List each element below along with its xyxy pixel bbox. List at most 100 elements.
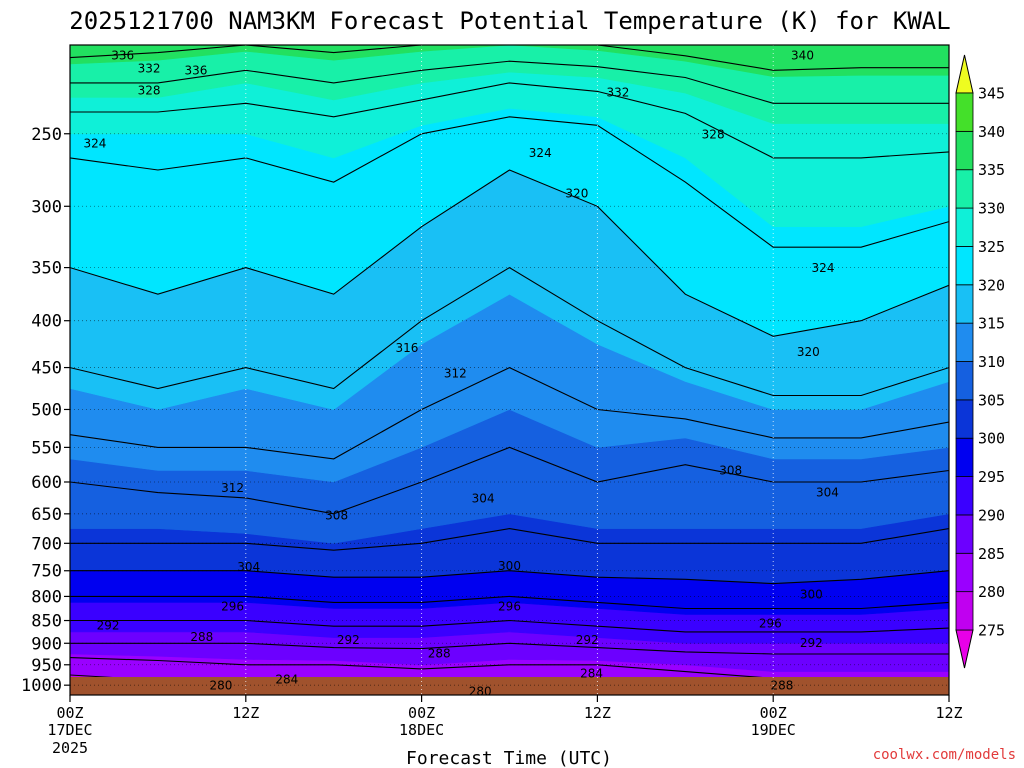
contour-label: 308: [719, 463, 742, 477]
contour-label: 284: [275, 673, 298, 687]
colorbar-swatch: [955, 284, 974, 324]
contour-label-group: 300: [498, 559, 521, 573]
contour-label-group: 304: [472, 492, 495, 506]
contour-label-group: 288: [771, 679, 794, 693]
colorbar-label: 320: [978, 276, 1005, 294]
credit-text: coolwx.com/models: [873, 747, 1016, 763]
x-tick-label: 12Z: [232, 704, 259, 722]
contour-label: 316: [395, 341, 418, 355]
y-tick-label: 300: [31, 197, 62, 217]
colorbar-swatch: [955, 361, 974, 401]
colorbar-tip-high: [955, 54, 974, 94]
contour-label: 336: [111, 48, 134, 62]
contour-label: 292: [97, 619, 120, 633]
contour-label-group: 292: [576, 633, 599, 647]
chart-title: 2025121700 NAM3KM Forecast Potential Tem…: [69, 7, 950, 35]
contour-label-group: 284: [580, 667, 603, 681]
colorbar-label: 345: [978, 85, 1005, 103]
contour-label: 304: [816, 485, 839, 499]
contour-label: 292: [800, 636, 823, 650]
grid-lines: [70, 45, 949, 695]
colorbar-swatch: [955, 552, 974, 593]
contour-label: 320: [797, 345, 820, 359]
y-tick-label: 1000: [21, 676, 62, 696]
contour-label: 328: [702, 127, 725, 141]
contour-label-group: 320: [797, 345, 820, 359]
x-tick-sublabel: 19DEC: [751, 721, 796, 739]
x-tick-label: 12Z: [584, 704, 611, 722]
contour-line-316: [70, 266, 949, 397]
colorbar-label: 305: [978, 391, 1005, 409]
contour-label-group: 296: [498, 600, 521, 614]
y-tick-label: 500: [31, 400, 62, 420]
y-tick-label: 750: [31, 562, 62, 582]
x-tick-label: 00Z: [408, 704, 435, 722]
colorbar-label: 295: [978, 468, 1005, 486]
contour-label-group: 308: [325, 509, 348, 523]
contour-line-324: [70, 116, 949, 248]
colorbar-swatch: [955, 169, 974, 209]
contour-label: 312: [444, 366, 467, 380]
x-axis-label: Forecast Time (UTC): [406, 748, 612, 768]
contour-label-group: 332: [606, 85, 629, 99]
contour-label-group: 324: [83, 137, 106, 151]
colorbar-label: 290: [978, 506, 1005, 524]
contour-line-292: [70, 619, 949, 633]
x-tick-sublabel: 2025: [52, 739, 88, 757]
contour-label: 304: [237, 560, 260, 574]
contour-label-group: 312: [444, 366, 467, 380]
contour-label: 308: [325, 509, 348, 523]
contour-label: 312: [221, 481, 244, 495]
colorbar-label: 300: [978, 430, 1005, 448]
contour-label-group: 328: [138, 84, 161, 98]
contour-line-300: [70, 570, 949, 585]
plot-frame: [69, 44, 950, 696]
contour-line-288: [70, 642, 949, 655]
contour-label: 280: [209, 679, 232, 693]
x-tick-label: 00Z: [56, 704, 83, 722]
contour-line-312: [70, 366, 949, 460]
contour-label: 324: [529, 146, 552, 160]
y-tick-label: 250: [31, 125, 62, 145]
contour-label: 296: [759, 616, 782, 630]
contour-label-group: 296: [221, 600, 244, 614]
contour-line-296: [70, 595, 949, 610]
contour-label-group: 292: [97, 619, 120, 633]
contour-label: 332: [606, 85, 629, 99]
contour-label-group: 288: [428, 646, 451, 660]
y-tick-label: 850: [31, 612, 62, 632]
contour-label-group: 292: [800, 636, 823, 650]
colorbar-swatch: [955, 591, 974, 631]
contour-label: 280: [469, 685, 492, 699]
y-tick-label: 400: [31, 312, 62, 332]
contour-label: 288: [428, 646, 451, 660]
x-tick-label: 00Z: [760, 704, 787, 722]
colorbar-swatch: [955, 514, 974, 554]
contour-label: 332: [138, 62, 161, 76]
colorbar-label: 325: [978, 238, 1005, 256]
contour-label-group: 328: [702, 127, 725, 141]
contour-label: 296: [221, 600, 244, 614]
contour-label-group: 304: [816, 485, 839, 499]
colorbar: 275 280 285 290 295 300 305 310 315 320 325 330 335 3…: [955, 54, 1005, 669]
theta-band-270-275: [70, 697, 949, 737]
contour-label-group: 288: [190, 630, 213, 644]
colorbar-label: 275: [978, 622, 1005, 640]
contour-line-328: [70, 82, 949, 159]
colorbar-label: 285: [978, 545, 1005, 563]
contour-label-group: 320: [565, 186, 588, 200]
y-tick-label: 650: [31, 505, 62, 525]
contour-label-group: 332: [138, 62, 161, 76]
contour-label-group: 336: [185, 64, 208, 78]
contour-label-group: 312: [221, 481, 244, 495]
contour-label: 300: [498, 559, 521, 573]
colorbar-label: 280: [978, 583, 1005, 601]
contour-label: 288: [771, 679, 794, 693]
contour-label: 336: [185, 64, 208, 78]
contour-line-332: [70, 60, 949, 104]
contour-label-group: 324: [812, 261, 835, 275]
contour-label-group: 316: [395, 341, 418, 355]
contour-label: 324: [812, 261, 835, 275]
colorbar-swatch: [955, 92, 974, 132]
